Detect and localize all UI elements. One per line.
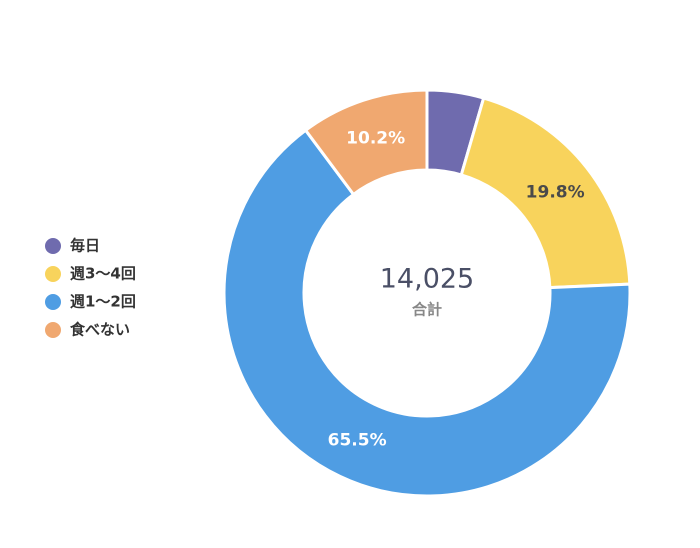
legend-swatch — [45, 322, 61, 338]
value-label: 10.2% — [346, 128, 405, 148]
legend-label: 食べない — [70, 321, 130, 339]
value-label: 65.5% — [328, 430, 387, 450]
slice — [459, 96, 632, 290]
slice — [222, 128, 632, 498]
legend-swatch — [45, 294, 61, 310]
center-value: 14,025 — [380, 264, 474, 295]
value-label: 19.8% — [526, 182, 585, 202]
legend-swatch — [45, 266, 61, 282]
legend-swatch — [45, 238, 61, 254]
center-caption: 合計 — [411, 301, 442, 319]
slice — [303, 88, 429, 197]
legend-label: 毎日 — [70, 237, 100, 255]
legend-label: 週1〜2回 — [70, 293, 136, 311]
legend-label: 週3〜4回 — [70, 265, 136, 283]
